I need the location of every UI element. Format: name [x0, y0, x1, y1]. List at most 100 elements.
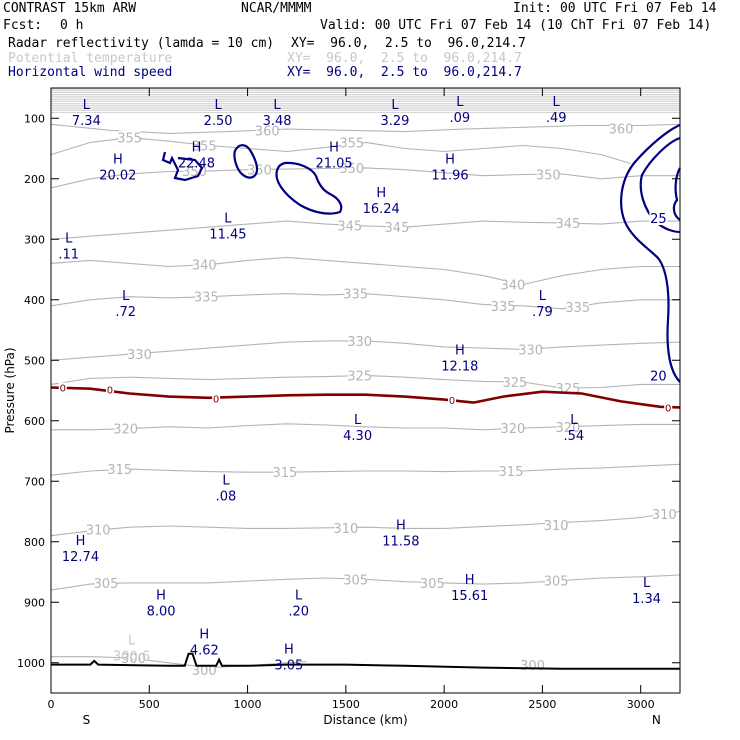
- theta-label-mask: [273, 465, 296, 479]
- freezing-label: 0: [213, 394, 219, 405]
- freezing-line: [50, 386, 681, 409]
- x-tick-label: 0: [48, 698, 55, 711]
- theta-label-300: 300: [121, 652, 146, 667]
- wind-contour-right-arc: [639, 136, 681, 234]
- extremum-value: .20: [288, 604, 309, 619]
- theta-label-mask: [108, 462, 131, 476]
- y-tick-label: 1000: [17, 657, 45, 670]
- x-tick-label: 1000: [234, 698, 262, 711]
- theta-label-320: 320: [501, 422, 526, 437]
- extrema-labels: L7.34L2.50L3.48L3.29L.09L.49H20.02H22.48…: [58, 95, 661, 674]
- theta-label-345: 345: [556, 217, 581, 232]
- extremum-value: 4.62: [190, 644, 219, 659]
- freezing-label-mask: [105, 384, 114, 395]
- theta-label-mask: [95, 575, 118, 589]
- y-tick-label: 400: [24, 294, 45, 307]
- theta-label-mask: [114, 421, 137, 435]
- extremum-value: 12.18: [441, 359, 478, 374]
- y-axis-label: Pressure (hPa): [3, 347, 17, 433]
- extremum-type-H: H: [192, 141, 202, 156]
- extremum-type-L: L: [643, 576, 651, 591]
- theta-label-320: 320: [113, 423, 138, 438]
- theta-label-355: 355: [117, 132, 142, 147]
- theta-label-325: 325: [556, 382, 581, 397]
- theta-label-mask: [340, 160, 363, 174]
- x-end-label-north: N: [652, 713, 661, 727]
- theta-label-mask: [122, 650, 145, 664]
- theta-label-mask: [545, 517, 568, 531]
- theta-label-mask: [556, 215, 579, 229]
- theta-label-mask: [193, 257, 216, 271]
- x-tick-label: 500: [139, 698, 160, 711]
- extremum-value: .11: [58, 247, 79, 262]
- y-tick-label: 700: [24, 475, 45, 488]
- wind-contour-jet-c: [275, 161, 343, 215]
- extremum-value: 4.30: [343, 429, 372, 444]
- theta-label-305: 305: [94, 577, 119, 592]
- theta-label-mask: [87, 522, 110, 536]
- freezing-label: 0: [665, 403, 671, 414]
- extremum-type-L: L: [354, 413, 362, 428]
- theta-label-345: 345: [337, 219, 362, 234]
- wind-contour-jet-b: [233, 144, 259, 179]
- theta-label-330: 330: [518, 343, 543, 358]
- theta-label-mask: [519, 342, 542, 356]
- wind-label-mask: [649, 368, 668, 383]
- theta-label-mask: [344, 286, 367, 300]
- theta-label-mask: [256, 123, 279, 137]
- extremum-type-L: L: [222, 473, 230, 488]
- theta-label-310: 310: [652, 508, 677, 523]
- extremum-value: 3.05: [274, 659, 303, 674]
- theta-label-330: 330: [347, 335, 372, 350]
- theta-label-355: 355: [339, 136, 364, 151]
- org-label: NCAR/MMMM: [241, 1, 312, 16]
- extremum-type-L: L: [456, 95, 464, 110]
- extremum-value: 8.00: [147, 604, 176, 619]
- extremum-value: 12.74: [62, 550, 99, 565]
- x-tick-label: 2000: [430, 698, 458, 711]
- freezing-label-mask: [212, 393, 221, 404]
- theta-label-mask: [195, 289, 218, 303]
- y-tick-label: 900: [24, 596, 45, 609]
- wind-label-25: 25: [650, 212, 667, 227]
- theta-label-340: 340: [501, 279, 526, 294]
- ground-line: [51, 652, 680, 670]
- theta-label-mask: [566, 300, 589, 314]
- theta-label-335: 335: [565, 301, 590, 316]
- x-tick-label: 3000: [627, 698, 655, 711]
- theta-label-350: 350: [536, 169, 561, 184]
- theta-label-mask: [193, 138, 216, 152]
- extremum-value: 3.29: [381, 114, 410, 129]
- extremum-type-L: L: [83, 98, 91, 113]
- theta-label-335: 335: [491, 300, 516, 315]
- freezing-label: 0: [60, 383, 66, 394]
- freezing-label-mask: [447, 395, 456, 406]
- fcst-label: Fcst:: [3, 18, 43, 33]
- extremum-type-L: L: [553, 95, 561, 110]
- top-contour-band: [51, 88, 680, 113]
- theta-label-mask: [421, 575, 444, 589]
- theta-label-335: 335: [194, 291, 219, 306]
- field-name-wind: Horizontal wind speed: [8, 65, 173, 80]
- theta-label-mask: [334, 520, 357, 534]
- wind-contour-right-20: [620, 123, 681, 383]
- field-name-reflectivity: Radar reflectivity (lamda = 10 cm): [8, 36, 275, 51]
- extremum-value: 1.34: [632, 592, 661, 607]
- y-tick-label: 100: [24, 112, 45, 125]
- extremum-type-L: L: [273, 98, 281, 113]
- theta-label-mask: [503, 375, 526, 389]
- extremum-type-H: H: [113, 153, 123, 168]
- extremum-type-L: L: [214, 98, 222, 113]
- extremum-value: 16.24: [363, 202, 400, 217]
- extremum-value: .09: [450, 111, 471, 126]
- extremum-value: .72: [115, 305, 136, 320]
- model-title: CONTRAST 15km ARW: [3, 1, 137, 16]
- theta-label-305: 305: [343, 573, 368, 588]
- theta-label-mask: [348, 368, 371, 382]
- extremum-type-L: L: [65, 231, 73, 246]
- x-tick-label: 2500: [528, 698, 556, 711]
- theta-label-340: 340: [192, 259, 217, 274]
- extremum-type-L: L: [295, 588, 303, 603]
- ground-level: [51, 652, 680, 670]
